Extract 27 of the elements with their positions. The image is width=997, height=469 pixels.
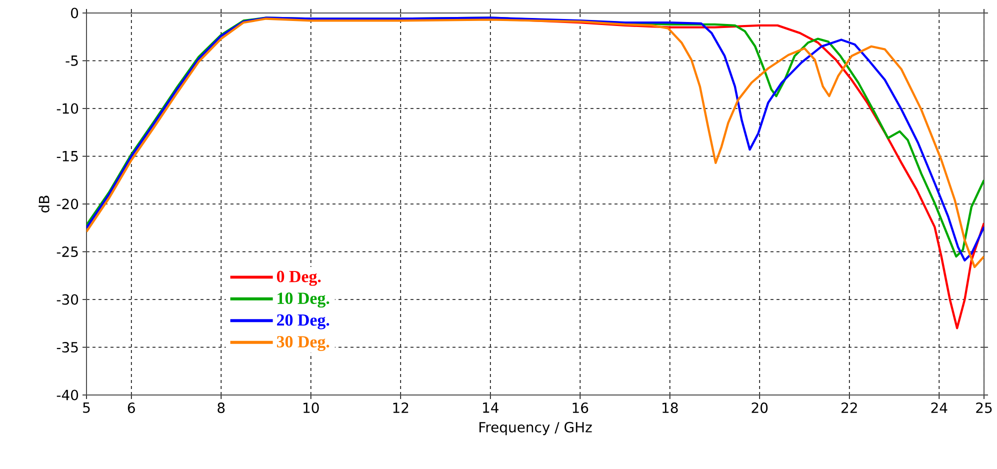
- x-axis-title: Frequency / GHz: [480, 422, 592, 436]
- x-tick-label: 6: [128, 402, 135, 414]
- x-tick-label: 8: [218, 402, 225, 414]
- x-tick-label: 5: [83, 402, 90, 413]
- x-tick-label: 25: [976, 402, 992, 414]
- y-tick-label: 0: [71, 8, 78, 18]
- y-tick-label: -5: [66, 56, 78, 66]
- y-axis-title: dB: [38, 196, 50, 212]
- y-tick-label: -30: [56, 294, 78, 305]
- y-tick-label: -20: [56, 198, 78, 210]
- legend-label: 0 Deg.: [276, 270, 321, 286]
- x-tick-label: 18: [662, 402, 678, 414]
- legend-label: 20 Deg.: [277, 314, 330, 330]
- y-tick-label: -40: [56, 390, 78, 400]
- x-tick-label: 12: [393, 402, 408, 413]
- x-tick-label: 24: [931, 402, 948, 413]
- x-tick-label: 20: [752, 402, 768, 414]
- y-tick-label: -25: [56, 246, 78, 258]
- x-tick-label: 14: [483, 402, 498, 413]
- x-tick-label: 16: [572, 402, 588, 414]
- y-tick-label: -35: [56, 342, 78, 353]
- x-tick-label: 22: [842, 402, 857, 413]
- legend-label: 30 Deg.: [276, 336, 330, 352]
- y-tick-label: -15: [56, 151, 78, 162]
- legend-label: 10 Deg.: [278, 292, 330, 308]
- y-tick-label: -10: [56, 103, 78, 114]
- x-tick-label: 10: [304, 402, 319, 414]
